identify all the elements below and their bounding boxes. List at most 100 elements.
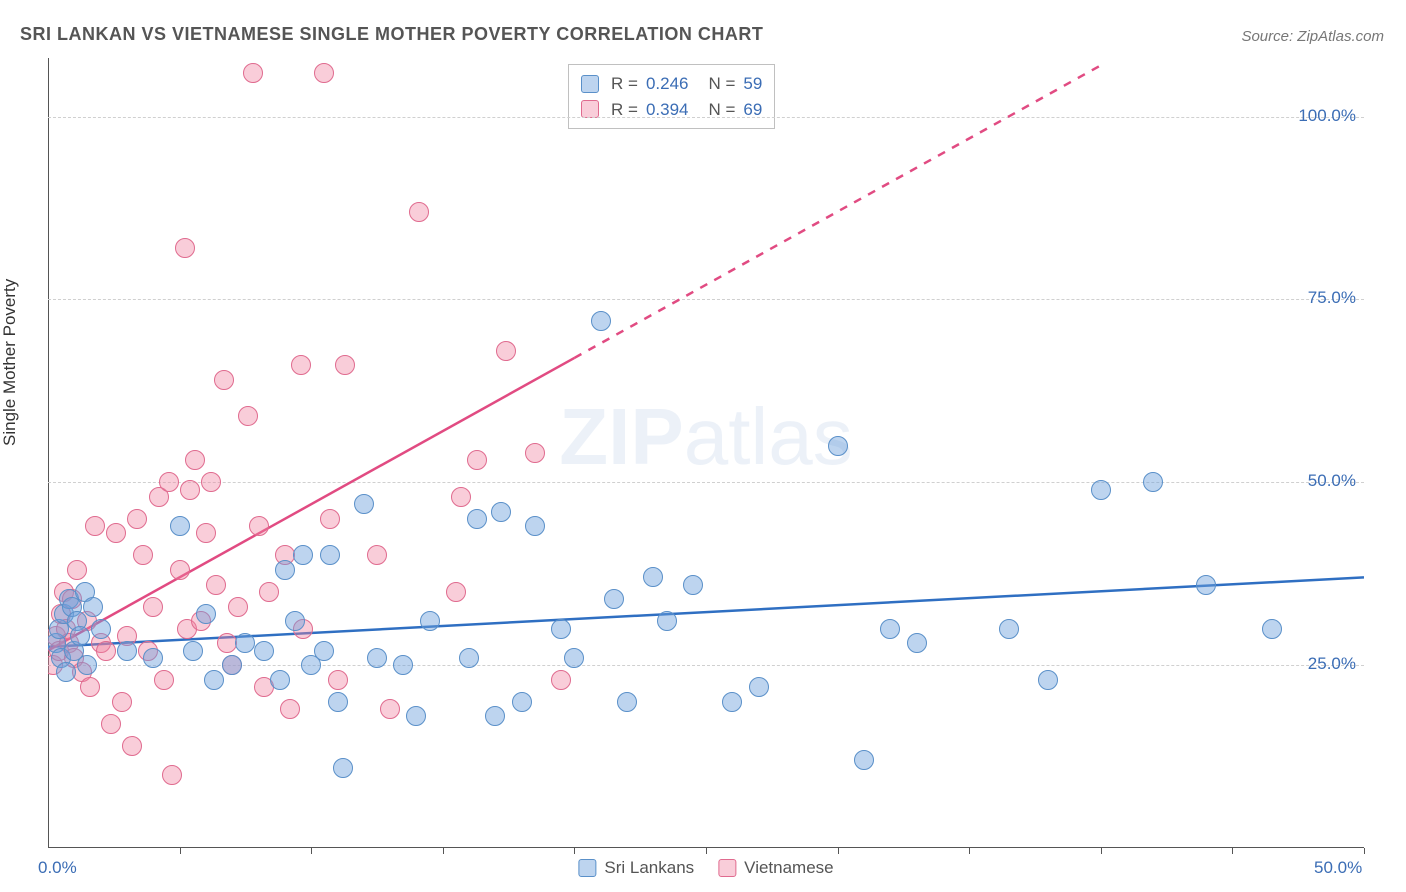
legend-swatch-sri-lankans bbox=[578, 859, 596, 877]
data-point-vietnamese bbox=[525, 443, 545, 463]
legend-label-sri-lankans: Sri Lankans bbox=[604, 858, 694, 878]
y-tick-label: 100.0% bbox=[1298, 106, 1356, 126]
chart-title: SRI LANKAN VS VIETNAMESE SINGLE MOTHER P… bbox=[20, 24, 763, 45]
x-tick bbox=[1101, 848, 1102, 854]
data-point-sri_lankans bbox=[683, 575, 703, 595]
data-point-vietnamese bbox=[467, 450, 487, 470]
x-tick bbox=[574, 848, 575, 854]
data-point-vietnamese bbox=[206, 575, 226, 595]
data-point-sri_lankans bbox=[657, 611, 677, 631]
data-point-vietnamese bbox=[154, 670, 174, 690]
data-point-sri_lankans bbox=[604, 589, 624, 609]
data-point-sri_lankans bbox=[907, 633, 927, 653]
data-point-vietnamese bbox=[133, 545, 153, 565]
data-point-vietnamese bbox=[180, 480, 200, 500]
data-point-sri_lankans bbox=[551, 619, 571, 639]
data-point-sri_lankans bbox=[143, 648, 163, 668]
data-point-sri_lankans bbox=[420, 611, 440, 631]
data-point-sri_lankans bbox=[314, 641, 334, 661]
data-point-sri_lankans bbox=[56, 662, 76, 682]
data-point-vietnamese bbox=[106, 523, 126, 543]
data-point-vietnamese bbox=[175, 238, 195, 258]
data-point-sri_lankans bbox=[235, 633, 255, 653]
x-tick bbox=[1364, 848, 1365, 854]
data-point-sri_lankans bbox=[459, 648, 479, 668]
data-point-vietnamese bbox=[143, 597, 163, 617]
data-point-sri_lankans bbox=[275, 560, 295, 580]
x-tick bbox=[180, 848, 181, 854]
data-point-sri_lankans bbox=[83, 597, 103, 617]
data-point-vietnamese bbox=[320, 509, 340, 529]
trend-lines bbox=[48, 58, 1364, 848]
data-point-sri_lankans bbox=[320, 545, 340, 565]
data-point-vietnamese bbox=[214, 370, 234, 390]
data-point-sri_lankans bbox=[722, 692, 742, 712]
data-point-vietnamese bbox=[335, 355, 355, 375]
plot-area: ZIPatlas R = 0.246 N = 59 R = 0.394 N = … bbox=[48, 58, 1364, 848]
data-point-vietnamese bbox=[496, 341, 516, 361]
data-point-sri_lankans bbox=[1091, 480, 1111, 500]
data-point-sri_lankans bbox=[285, 611, 305, 631]
data-point-sri_lankans bbox=[367, 648, 387, 668]
data-point-sri_lankans bbox=[183, 641, 203, 661]
data-point-vietnamese bbox=[238, 406, 258, 426]
y-tick-label: 75.0% bbox=[1308, 288, 1356, 308]
data-point-sri_lankans bbox=[643, 567, 663, 587]
data-point-sri_lankans bbox=[170, 516, 190, 536]
legend-swatch-vietnamese bbox=[718, 859, 736, 877]
data-point-vietnamese bbox=[101, 714, 121, 734]
data-point-vietnamese bbox=[551, 670, 571, 690]
y-axis-label: Single Mother Poverty bbox=[0, 279, 20, 446]
data-point-sri_lankans bbox=[1262, 619, 1282, 639]
data-point-sri_lankans bbox=[1143, 472, 1163, 492]
data-point-sri_lankans bbox=[204, 670, 224, 690]
data-point-sri_lankans bbox=[749, 677, 769, 697]
x-tick bbox=[838, 848, 839, 854]
x-tick bbox=[443, 848, 444, 854]
data-point-vietnamese bbox=[80, 677, 100, 697]
y-tick-label: 50.0% bbox=[1308, 471, 1356, 491]
data-point-sri_lankans bbox=[196, 604, 216, 624]
data-point-vietnamese bbox=[451, 487, 471, 507]
x-tick bbox=[311, 848, 312, 854]
legend-label-vietnamese: Vietnamese bbox=[744, 858, 833, 878]
data-point-vietnamese bbox=[67, 560, 87, 580]
legend-item-vietnamese: Vietnamese bbox=[718, 858, 833, 878]
data-point-sri_lankans bbox=[354, 494, 374, 514]
source-attribution: Source: ZipAtlas.com bbox=[1241, 28, 1384, 45]
data-point-sri_lankans bbox=[999, 619, 1019, 639]
data-point-vietnamese bbox=[314, 63, 334, 83]
x-tick bbox=[706, 848, 707, 854]
data-point-vietnamese bbox=[96, 641, 116, 661]
data-point-vietnamese bbox=[201, 472, 221, 492]
data-point-vietnamese bbox=[367, 545, 387, 565]
data-point-vietnamese bbox=[409, 202, 429, 222]
data-point-vietnamese bbox=[112, 692, 132, 712]
data-point-sri_lankans bbox=[512, 692, 532, 712]
trend-line-dashed-vietnamese bbox=[574, 65, 1100, 358]
data-point-sri_lankans bbox=[854, 750, 874, 770]
data-point-sri_lankans bbox=[1038, 670, 1058, 690]
data-point-sri_lankans bbox=[222, 655, 242, 675]
data-point-sri_lankans bbox=[328, 692, 348, 712]
data-point-sri_lankans bbox=[91, 619, 111, 639]
x-tick-label: 50.0% bbox=[1314, 858, 1362, 878]
data-point-sri_lankans bbox=[591, 311, 611, 331]
x-tick-label: 0.0% bbox=[38, 858, 77, 878]
data-point-vietnamese bbox=[170, 560, 190, 580]
data-point-vietnamese bbox=[127, 509, 147, 529]
data-point-sri_lankans bbox=[564, 648, 584, 668]
data-point-sri_lankans bbox=[491, 502, 511, 522]
data-point-sri_lankans bbox=[485, 706, 505, 726]
legend-item-sri-lankans: Sri Lankans bbox=[578, 858, 694, 878]
data-point-vietnamese bbox=[249, 516, 269, 536]
data-point-sri_lankans bbox=[333, 758, 353, 778]
data-point-vietnamese bbox=[159, 472, 179, 492]
data-point-vietnamese bbox=[196, 523, 216, 543]
data-point-vietnamese bbox=[243, 63, 263, 83]
data-point-vietnamese bbox=[328, 670, 348, 690]
data-point-sri_lankans bbox=[293, 545, 313, 565]
data-point-sri_lankans bbox=[828, 436, 848, 456]
data-point-vietnamese bbox=[217, 633, 237, 653]
data-point-vietnamese bbox=[446, 582, 466, 602]
